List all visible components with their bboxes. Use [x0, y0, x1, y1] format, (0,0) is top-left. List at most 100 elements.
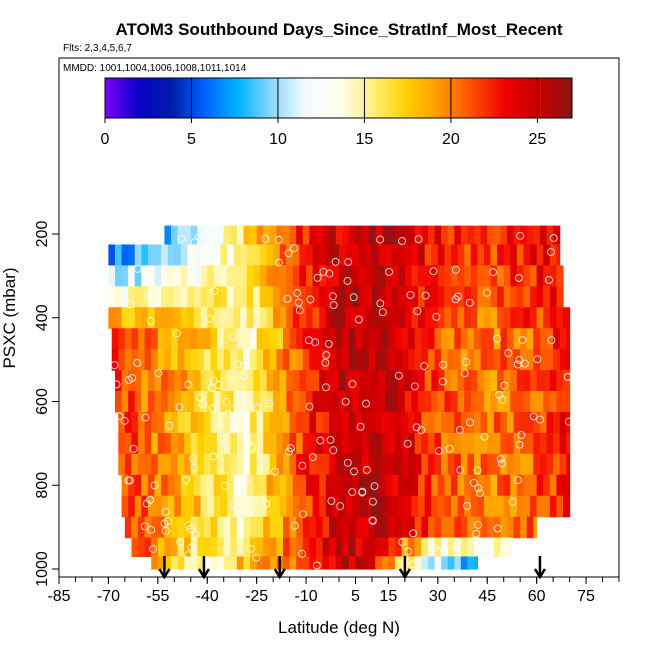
- heatmap-cell: [306, 495, 314, 518]
- heatmap-cell: [289, 411, 297, 434]
- heatmap-cell: [427, 328, 436, 350]
- heatmap-cell: [549, 244, 558, 267]
- sample-point: [341, 397, 350, 406]
- heatmap-cell: [342, 453, 350, 476]
- sample-point: [476, 489, 484, 498]
- heatmap-cell: [322, 349, 330, 371]
- heatmap-cell: [467, 556, 475, 570]
- heatmap-cell: [253, 391, 261, 413]
- heatmap-cell: [207, 370, 215, 392]
- heatmap-cell: [480, 328, 488, 350]
- sample-point: [243, 437, 252, 446]
- heatmap-cell: [266, 286, 274, 308]
- heatmap-cell: [141, 307, 149, 329]
- heatmap-cell: [371, 307, 380, 329]
- sample-point: [483, 288, 491, 297]
- sample-point: [493, 524, 502, 533]
- heatmap-cell: [161, 370, 169, 392]
- sample-point: [498, 396, 507, 404]
- heatmap-cell: [171, 453, 179, 476]
- heatmap-cell: [477, 244, 485, 267]
- heatmap-cell: [223, 432, 231, 455]
- heatmap-cell: [174, 495, 182, 518]
- heatmap-cell: [444, 244, 452, 267]
- heatmap-cell: [246, 265, 254, 287]
- heatmap-cell: [510, 495, 518, 518]
- sample-point: [187, 543, 196, 552]
- sample-point: [429, 267, 438, 276]
- heatmap-cell: [401, 516, 409, 539]
- heatmap-cell: [464, 244, 472, 267]
- heatmap-cell: [460, 349, 469, 371]
- heatmap-cell: [223, 411, 231, 434]
- heatmap-cell: [197, 349, 205, 371]
- heatmap-cell: [358, 391, 366, 413]
- sample-point: [192, 556, 201, 565]
- sample-point: [420, 362, 429, 371]
- heatmap-cell: [269, 537, 278, 558]
- heatmap-cell: [454, 556, 462, 570]
- heatmap-cell: [385, 244, 393, 267]
- heatmap-cell: [563, 495, 571, 518]
- heatmap-cell: [335, 328, 343, 350]
- heatmap-cell: [434, 453, 442, 476]
- heatmap-cell: [447, 516, 455, 539]
- heatmap-cell: [167, 265, 175, 287]
- sample-point: [489, 268, 498, 277]
- heatmap-cell: [427, 453, 436, 476]
- heatmap-cell: [121, 391, 129, 413]
- heatmap-cell: [431, 286, 439, 308]
- heatmap-cell: [388, 411, 396, 434]
- sample-point: [191, 530, 200, 539]
- heatmap-cell: [296, 411, 304, 434]
- heatmap-cell: [546, 328, 554, 350]
- heatmap-cell: [302, 411, 310, 434]
- heatmap-cell: [319, 265, 327, 287]
- heatmap-cell: [124, 432, 133, 455]
- heatmap-cell: [464, 265, 472, 287]
- heatmap-cell: [184, 225, 192, 246]
- heatmap-cell: [414, 556, 422, 570]
- heatmap-cell: [227, 391, 235, 413]
- heatmap-cell: [243, 516, 251, 539]
- heatmap-cell: [250, 453, 258, 476]
- heatmap-cell: [134, 495, 142, 518]
- heatmap-cell: [424, 370, 432, 392]
- heatmap-cell: [253, 495, 261, 518]
- heatmap-cell: [467, 328, 475, 350]
- heatmap-cell: [230, 516, 238, 539]
- heatmap-cell: [454, 453, 462, 476]
- heatmap-cell: [138, 328, 146, 350]
- heatmap-cell: [134, 307, 142, 329]
- heatmap-cell: [467, 225, 475, 246]
- heatmap-cell: [329, 411, 337, 434]
- heatmap-cell: [174, 244, 182, 267]
- heatmap-cell: [510, 265, 518, 287]
- sample-point: [177, 234, 186, 243]
- heatmap-cell: [309, 516, 317, 539]
- heatmap-cell: [115, 370, 123, 392]
- heatmap-cell: [395, 453, 403, 476]
- heatmap-cell: [365, 370, 373, 392]
- heatmap-cell: [516, 391, 525, 413]
- heatmap-cell: [111, 349, 119, 371]
- heatmap-cell: [546, 411, 554, 434]
- heatmap-cell: [177, 453, 185, 476]
- heatmap-cell: [131, 453, 139, 476]
- heatmap-cell: [227, 265, 235, 287]
- heatmap-cell: [339, 265, 347, 287]
- sample-point: [239, 361, 248, 370]
- heatmap-cell: [503, 307, 511, 329]
- heatmap-cell: [427, 225, 436, 246]
- heatmap-cell: [408, 556, 416, 570]
- heatmap-cell: [315, 349, 324, 371]
- heatmap-cell: [348, 432, 357, 455]
- heatmap-cell: [355, 453, 363, 476]
- heatmap-cell: [223, 537, 231, 558]
- heatmap-cell: [483, 265, 492, 287]
- heatmap-cell: [470, 307, 478, 329]
- heatmap-cell: [427, 349, 436, 371]
- heatmap-cell: [296, 537, 304, 558]
- heatmap-cell: [530, 265, 538, 287]
- x-tick-label: -55: [146, 588, 169, 605]
